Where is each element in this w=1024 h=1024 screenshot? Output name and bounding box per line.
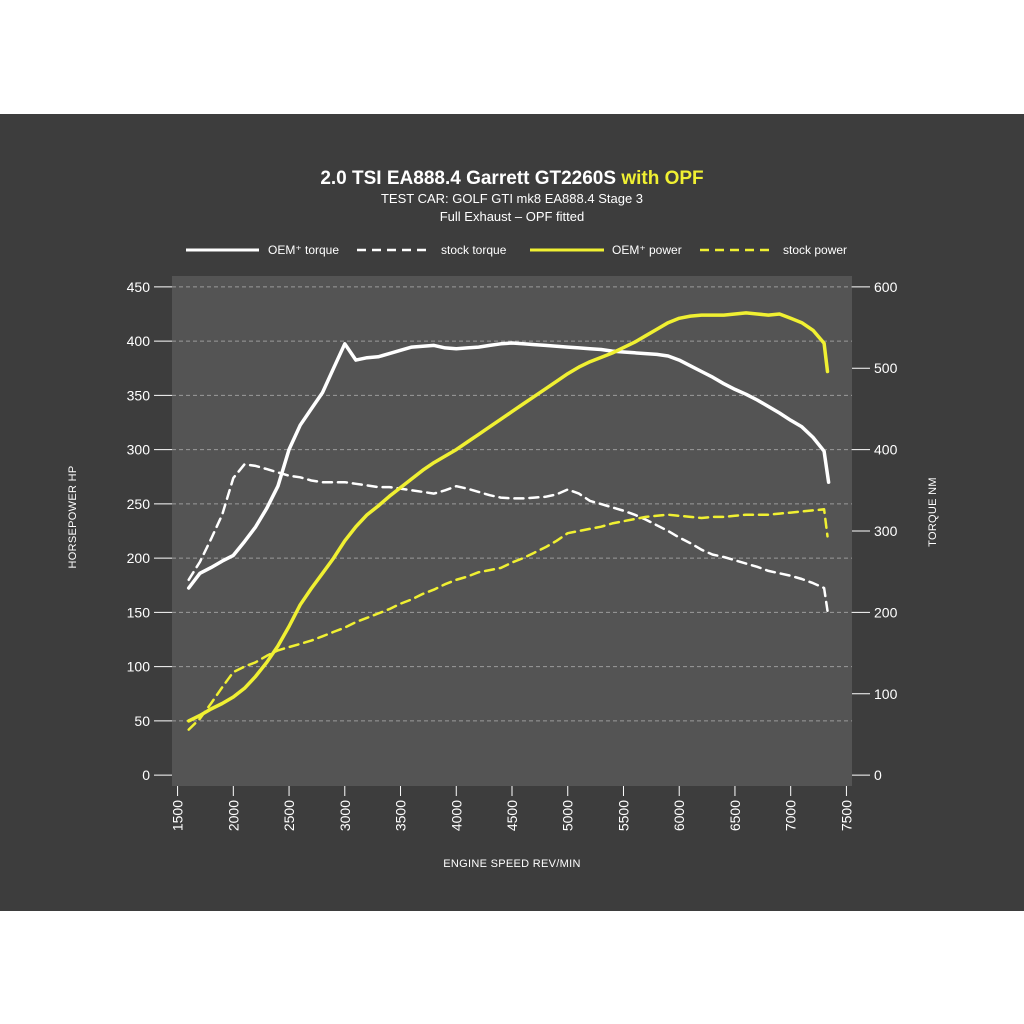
series-line-stock-torque (187, 463, 829, 613)
left-axis-title: HORSEPOWER HP (67, 466, 79, 569)
dyno-chart: 2.0 TSI EA888.4 Garrett GT2260S with OPF… (67, 168, 939, 870)
chart-subtitle-line-2: Full Exhaust – OPF fitted (440, 209, 585, 224)
chart-panel: 2.0 TSI EA888.4 Garrett GT2260S with OPF… (0, 114, 1024, 911)
chart-title-main: 2.0 TSI EA888.4 Garrett GT2260S (320, 168, 616, 189)
chart-title-highlight: with OPF (620, 168, 703, 189)
series-line-oem-power (186, 311, 830, 723)
left-tick-label-150: 150 (127, 604, 151, 620)
left-tick-label-300: 300 (127, 442, 151, 458)
x-tick-label-6000: 6000 (671, 800, 687, 831)
left-tick-label-200: 200 (127, 550, 151, 566)
x-tick-label-7500: 7500 (838, 800, 854, 831)
x-tick-label-2000: 2000 (225, 800, 241, 831)
x-tick-label-1500: 1500 (170, 800, 186, 831)
x-tick-label-2500: 2500 (281, 800, 297, 831)
x-tick-label-3500: 3500 (393, 800, 409, 831)
left-tick-label-400: 400 (127, 333, 151, 349)
left-tick-label-350: 350 (127, 387, 151, 403)
right-tick-label-100: 100 (874, 686, 898, 702)
chart-legend: OEM⁺ torque stock torque OEM⁺ power stoc… (186, 243, 847, 257)
x-tick-label-3000: 3000 (337, 800, 353, 831)
left-tick-label-250: 250 (127, 496, 151, 512)
legend-label-stock-torque: stock torque (441, 243, 507, 257)
x-axis-title: ENGINE SPEED REV/MIN (443, 858, 580, 870)
grid-lines (172, 286, 852, 722)
x-tick-label-5000: 5000 (560, 800, 576, 831)
chart-subtitle-line-1: TEST CAR: GOLF GTI mk8 EA888.4 Stage 3 (381, 191, 643, 206)
right-tick-label-300: 300 (874, 523, 898, 539)
chart-title: 2.0 TSI EA888.4 Garrett GT2260S with OPF (320, 168, 703, 189)
right-tick-label-500: 500 (874, 360, 898, 376)
series-line-stock-power (187, 508, 829, 731)
x-tick-label-4000: 4000 (448, 800, 464, 831)
left-tick-label-50: 50 (134, 713, 150, 729)
right-tick-label-0: 0 (874, 767, 882, 783)
left-tick-label-0: 0 (142, 767, 150, 783)
right-axis-title: TORQUE NM (927, 477, 939, 547)
right-axis-ticks: 0 100 200 300 400 500 600 (852, 279, 898, 783)
x-tick-label-6500: 6500 (727, 800, 743, 831)
series-lines (186, 311, 831, 731)
legend-label-stock-power: stock power (783, 243, 847, 257)
left-tick-label-450: 450 (127, 279, 151, 295)
x-tick-label-5500: 5500 (615, 800, 631, 831)
legend-label-oem-power: OEM⁺ power (612, 243, 682, 257)
plot-area (172, 276, 852, 786)
series-line-oem-torque (186, 341, 831, 590)
right-tick-label-400: 400 (874, 442, 898, 458)
x-axis-ticks: 1500 2000 2500 3000 3500 4000 4500 5000 5500 6000… (170, 786, 854, 831)
left-tick-label-100: 100 (127, 659, 151, 675)
left-axis-ticks: 0 50 100 150 200 250 300 350 400 450 (127, 279, 172, 783)
x-tick-label-7000: 7000 (783, 800, 799, 831)
right-tick-label-600: 600 (874, 279, 898, 295)
x-tick-label-4500: 4500 (504, 800, 520, 831)
legend-label-oem-torque: OEM⁺ torque (268, 243, 339, 257)
right-tick-label-200: 200 (874, 604, 898, 620)
